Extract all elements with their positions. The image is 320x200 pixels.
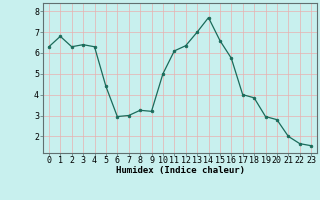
X-axis label: Humidex (Indice chaleur): Humidex (Indice chaleur) (116, 166, 244, 175)
